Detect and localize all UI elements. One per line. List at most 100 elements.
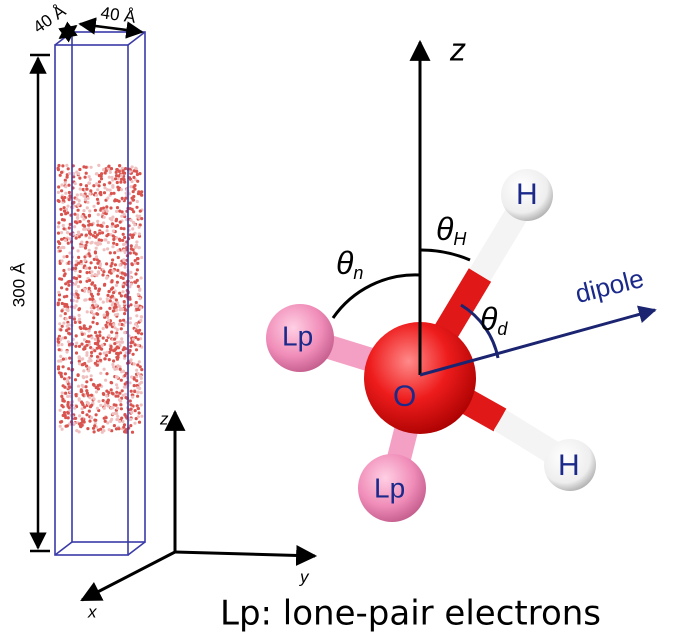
water-particle xyxy=(88,410,91,413)
water-particle xyxy=(112,242,115,245)
water-particle xyxy=(59,425,62,428)
water-particle xyxy=(140,217,143,220)
water-particle xyxy=(119,308,122,311)
water-particle xyxy=(91,281,94,284)
water-particle xyxy=(123,181,126,184)
water-particle xyxy=(116,386,119,389)
water-particle xyxy=(64,239,67,242)
water-particle xyxy=(75,277,78,280)
water-particle xyxy=(129,317,132,320)
water-particle xyxy=(106,247,109,250)
water-particle xyxy=(77,308,80,311)
water-particle xyxy=(93,397,96,400)
water-particle xyxy=(123,423,126,426)
water-particle xyxy=(111,222,114,225)
water-particle xyxy=(93,419,96,422)
water-particle xyxy=(132,248,135,251)
water-particle xyxy=(95,194,98,197)
water-particle xyxy=(132,198,135,201)
water-particle xyxy=(75,342,78,345)
water-particle xyxy=(81,333,84,336)
water-particle xyxy=(95,172,98,175)
water-particle xyxy=(85,188,88,191)
water-particle xyxy=(135,314,138,317)
water-particle xyxy=(75,197,78,200)
water-particle xyxy=(79,280,82,283)
water-particle xyxy=(94,338,97,341)
water-particle xyxy=(139,319,142,322)
water-particle xyxy=(129,399,132,402)
water-particle xyxy=(140,190,143,193)
water-particle xyxy=(140,381,143,384)
water-particle xyxy=(120,174,123,177)
water-particle xyxy=(138,226,141,229)
water-particle xyxy=(80,241,83,244)
water-particle xyxy=(117,353,120,356)
water-particle xyxy=(115,236,118,239)
water-particle xyxy=(116,407,119,410)
water-particle xyxy=(102,210,105,213)
water-particle xyxy=(67,412,70,415)
water-particle xyxy=(98,345,101,348)
water-particle xyxy=(59,409,62,412)
water-particle xyxy=(107,404,110,407)
water-particle xyxy=(59,328,62,331)
water-particle xyxy=(116,206,119,209)
water-particle xyxy=(113,349,116,352)
water-particle xyxy=(118,164,121,167)
water-particle xyxy=(68,198,71,201)
water-particle xyxy=(67,242,70,245)
water-particle xyxy=(74,267,77,270)
water-particle xyxy=(119,400,122,403)
water-particle xyxy=(68,172,71,175)
water-particle xyxy=(103,352,106,355)
water-particle xyxy=(59,247,62,250)
water-particle xyxy=(95,303,98,306)
water-particle xyxy=(86,427,89,430)
water-particle xyxy=(116,301,119,304)
water-particle xyxy=(103,216,106,219)
water-particle xyxy=(108,428,111,431)
water-particle xyxy=(90,351,93,354)
water-particle xyxy=(117,188,120,191)
water-particle xyxy=(115,418,118,421)
water-particle xyxy=(60,213,63,216)
water-particle xyxy=(87,290,90,293)
water-particle xyxy=(90,166,93,169)
water-particle xyxy=(89,178,92,181)
water-particle xyxy=(67,367,70,370)
water-particle xyxy=(123,374,126,377)
water-particle xyxy=(124,167,127,170)
water-particle xyxy=(82,348,85,351)
water-particle xyxy=(131,165,134,168)
water-particle xyxy=(63,218,66,221)
water-particle xyxy=(64,372,67,375)
water-particle xyxy=(138,246,141,249)
water-particle xyxy=(97,270,100,273)
water-particle xyxy=(61,302,64,305)
theta-d: θd xyxy=(480,301,508,338)
water-particle xyxy=(131,396,134,399)
water-particle xyxy=(118,170,121,173)
water-particle xyxy=(105,372,108,375)
water-particle xyxy=(60,238,63,241)
water-particle xyxy=(84,176,87,179)
water-particle xyxy=(96,220,99,223)
water-particle xyxy=(131,180,134,183)
water-particle xyxy=(66,309,69,312)
water-particle xyxy=(65,288,68,291)
water-particle xyxy=(66,231,69,234)
water-particle xyxy=(83,287,86,290)
water-particle xyxy=(73,422,76,425)
water-particle xyxy=(60,231,63,234)
water-particle xyxy=(136,200,139,203)
water-particle xyxy=(111,406,114,409)
water-particle xyxy=(79,245,82,248)
water-particle xyxy=(136,173,139,176)
water-particle xyxy=(85,267,88,270)
hydrogen-label: H xyxy=(558,449,580,482)
water-particle xyxy=(89,189,92,192)
water-particle xyxy=(115,219,118,222)
water-particle xyxy=(94,331,97,334)
water-particle xyxy=(129,349,132,352)
